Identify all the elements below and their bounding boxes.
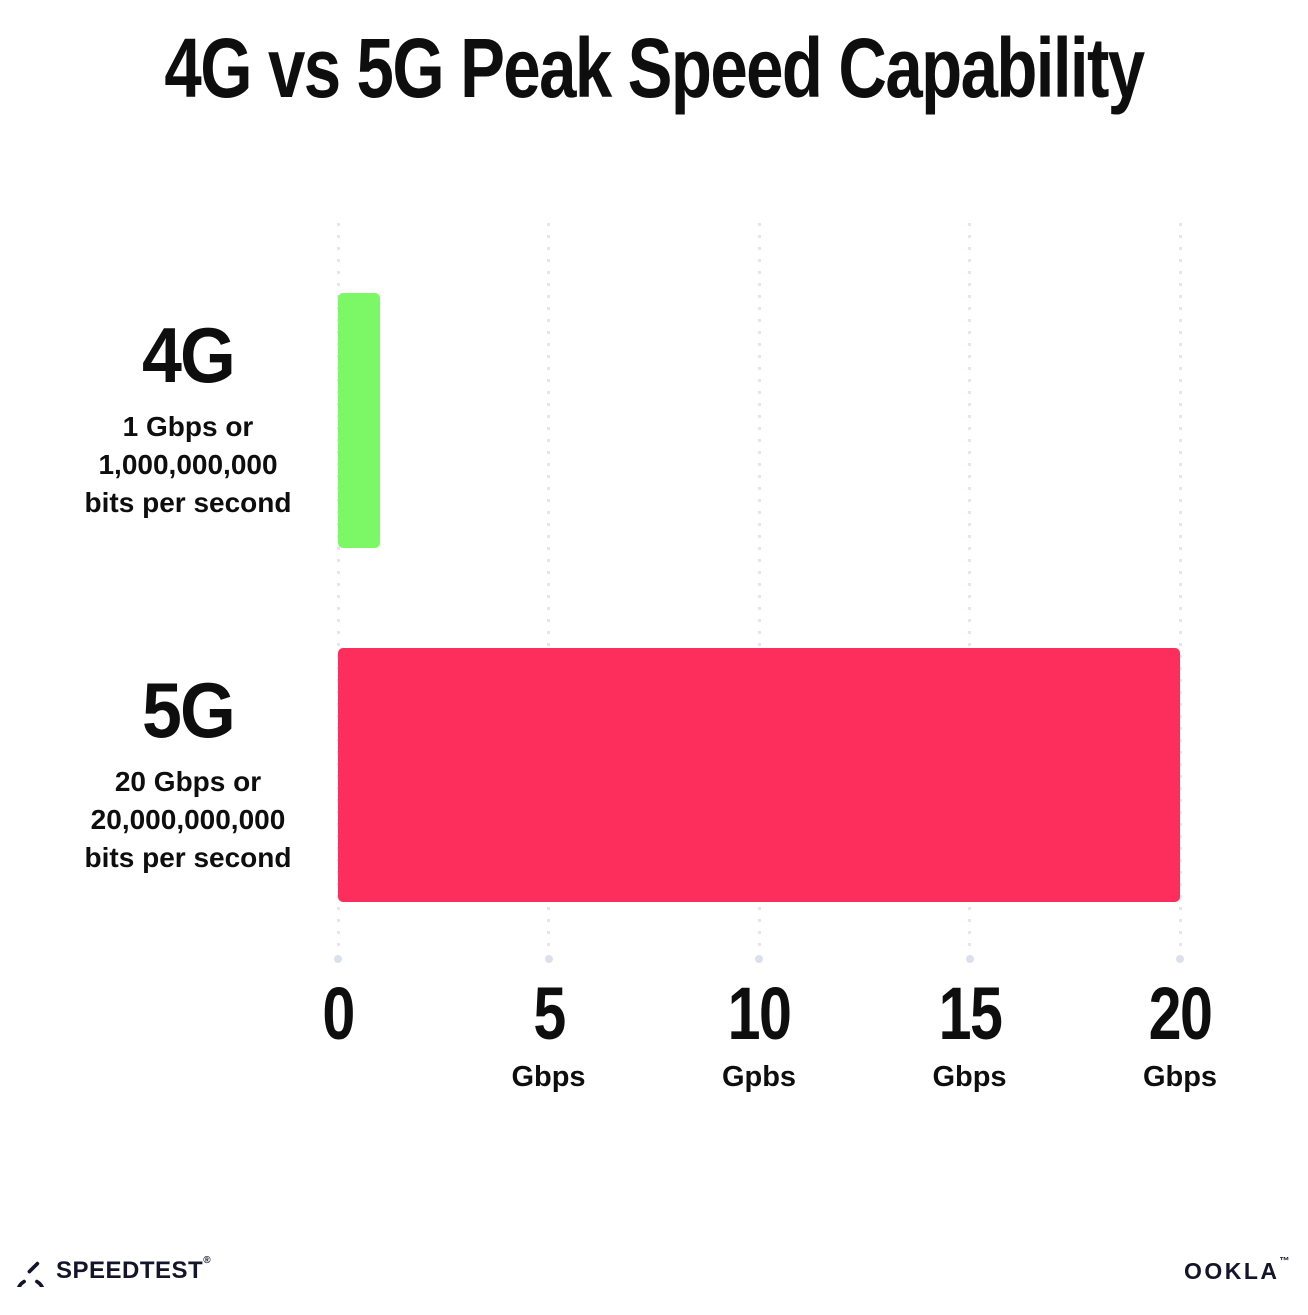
gridline-5	[544, 223, 553, 963]
row-sub-4g-line2: 1,000,000,000	[98, 449, 278, 480]
gridline-15	[965, 223, 974, 963]
x-tick-10-number: 10	[727, 972, 792, 1055]
x-tick-10: 10 Gpbs	[654, 975, 864, 1095]
row-sub-4g-line3: bits per second	[84, 487, 292, 518]
row-name-5g: 5G	[141, 666, 236, 754]
bar-4g	[338, 293, 381, 548]
x-tick-0-number: 0	[322, 972, 355, 1055]
ookla-trademark: ™	[1279, 1256, 1292, 1267]
speedtest-wordmark: SPEEDTEST®	[56, 1254, 212, 1284]
x-tick-10-unit: Gpbs	[721, 1061, 797, 1093]
chart-title: 4G vs 5G Peak Speed Capability	[164, 21, 1145, 115]
x-tick-5-number: 5	[532, 972, 566, 1055]
bar-5g	[338, 648, 1180, 902]
row-name-4g: 4G	[141, 311, 236, 399]
x-tick-20: 20 Gbps	[1075, 975, 1285, 1095]
row-sub-5g-line1: 20 Gbps or	[114, 766, 262, 797]
x-tick-5-unit: Gbps	[511, 1061, 586, 1093]
row-sub-5g-line3: bits per second	[84, 842, 292, 873]
x-tick-20-unit: Gbps	[1142, 1061, 1218, 1093]
x-tick-15-unit: Gbps	[932, 1061, 1007, 1093]
ookla-logo: OOKLA™	[1183, 1256, 1292, 1285]
row-sub-4g: 1 Gbps or 1,000,000,000 bits per second	[38, 408, 338, 522]
x-tick-15: 15 Gbps	[865, 975, 1075, 1095]
row-label-4g: 4G 1 Gbps or 1,000,000,000 bits per seco…	[38, 312, 338, 522]
row-sub-5g: 20 Gbps or 20,000,000,000 bits per secon…	[38, 763, 338, 877]
speedometer-gauge-icon	[14, 1254, 47, 1287]
speedtest-trademark: ®	[203, 1254, 212, 1266]
x-tick-20-number: 20	[1148, 972, 1213, 1055]
gridline-20	[1176, 223, 1184, 963]
speedtest-logo: SPEEDTEST®	[14, 1254, 211, 1287]
ookla-wordmark: OOKLA	[1183, 1258, 1280, 1284]
row-sub-4g-line1: 1 Gbps or	[122, 411, 254, 442]
x-tick-0: 0	[233, 975, 443, 1095]
x-tick-5: 5 Gbps	[444, 975, 654, 1095]
row-label-5g: 5G 20 Gbps or 20,000,000,000 bits per se…	[38, 667, 338, 877]
gridline-10	[755, 223, 763, 963]
x-tick-0-unit	[233, 1061, 443, 1095]
row-sub-5g-line2: 20,000,000,000	[90, 804, 286, 835]
x-tick-15-number: 15	[938, 972, 1002, 1055]
gridline-0	[334, 223, 342, 963]
